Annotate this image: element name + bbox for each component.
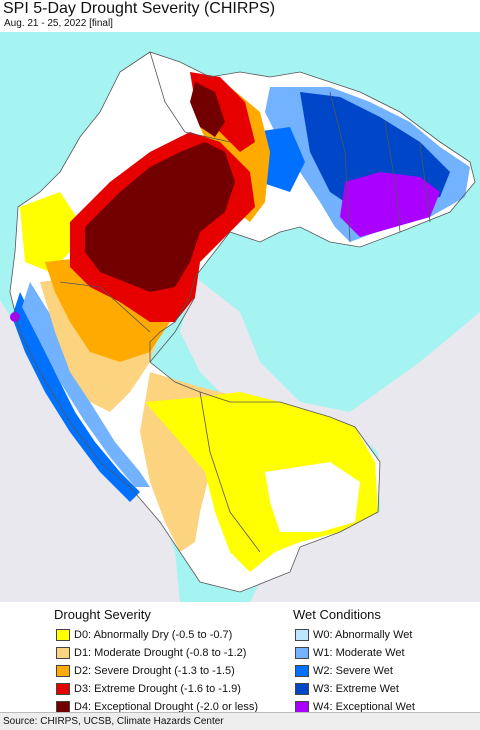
legend-item-w1: W1: Moderate Wet bbox=[295, 644, 415, 662]
map-title: SPI 5-Day Drought Severity (CHIRPS) bbox=[3, 0, 276, 17]
legend-label-d1: D1: Moderate Drought (-0.8 to -1.2) bbox=[74, 647, 247, 659]
legend-item-w3: W3: Extreme Wet bbox=[295, 680, 415, 698]
legend-item-d3: D3: Extreme Drought (-1.6 to -1.9) bbox=[56, 680, 258, 698]
legend-label-d4: D4: Exceptional Drought (-2.0 or less) bbox=[74, 701, 259, 713]
legend-swatch-d2 bbox=[56, 665, 70, 677]
legend-label-d0: D0: Abnormally Dry (-0.5 to -0.7) bbox=[74, 629, 233, 641]
outside-region-brazil bbox=[180, 277, 480, 602]
legend-label-d2: D2: Severe Drought (-1.3 to -1.5) bbox=[74, 665, 235, 677]
legend-item-d1: D1: Moderate Drought (-0.8 to -1.2) bbox=[56, 644, 258, 662]
drought-legend: D0: Abnormally Dry (-0.5 to -0.7) D1: Mo… bbox=[56, 626, 258, 716]
legend-label-d3: D3: Extreme Drought (-1.6 to -1.9) bbox=[74, 683, 241, 695]
legend-label-w0: W0: Abnormally Wet bbox=[313, 629, 413, 641]
source-credit: Source: CHIRPS, UCSB, Climate Hazards Ce… bbox=[0, 712, 480, 730]
legend-label-w4: W4: Exceptional Wet bbox=[313, 701, 415, 713]
legend-swatch-d0 bbox=[56, 629, 70, 641]
wet-legend: W0: Abnormally Wet W1: Moderate Wet W2: … bbox=[295, 626, 415, 716]
country-borders bbox=[9, 51, 476, 593]
legend-swatch-w1 bbox=[295, 647, 309, 659]
drought-legend-title: Drought Severity bbox=[54, 607, 151, 622]
wet-legend-title: Wet Conditions bbox=[293, 607, 381, 622]
no-drought-bolivia-east bbox=[265, 462, 360, 532]
legend-swatch-w2 bbox=[295, 665, 309, 677]
legend-label-w3: W3: Extreme Wet bbox=[313, 683, 399, 695]
legend-item-d2: D2: Severe Drought (-1.3 to -1.5) bbox=[56, 662, 258, 680]
wet-w4-coast bbox=[10, 312, 20, 322]
map-subtitle: Aug. 21 - 25, 2022 [final] bbox=[4, 18, 113, 29]
legend-swatch-w3 bbox=[295, 683, 309, 695]
drought-map bbox=[0, 32, 480, 602]
drought-d4-core bbox=[85, 142, 235, 292]
legend-swatch-d3 bbox=[56, 683, 70, 695]
legend-swatch-w0 bbox=[295, 629, 309, 641]
legend-label-w1: W1: Moderate Wet bbox=[313, 647, 405, 659]
legend-item-d0: D0: Abnormally Dry (-0.5 to -0.7) bbox=[56, 626, 258, 644]
wet-w4-region bbox=[340, 172, 440, 237]
drought-d4-north bbox=[190, 82, 225, 137]
legend-label-w2: W2: Severe Wet bbox=[313, 665, 393, 677]
legend-item-w2: W2: Severe Wet bbox=[295, 662, 415, 680]
legend-swatch-d1 bbox=[56, 647, 70, 659]
drought-d0-north bbox=[20, 192, 80, 272]
outside-region-area bbox=[0, 300, 180, 602]
legend-item-w4: W4: Exceptional Wet bbox=[295, 698, 415, 716]
legend-item-w0: W0: Abnormally Wet bbox=[295, 626, 415, 644]
wet-west-coast-light bbox=[22, 282, 150, 487]
